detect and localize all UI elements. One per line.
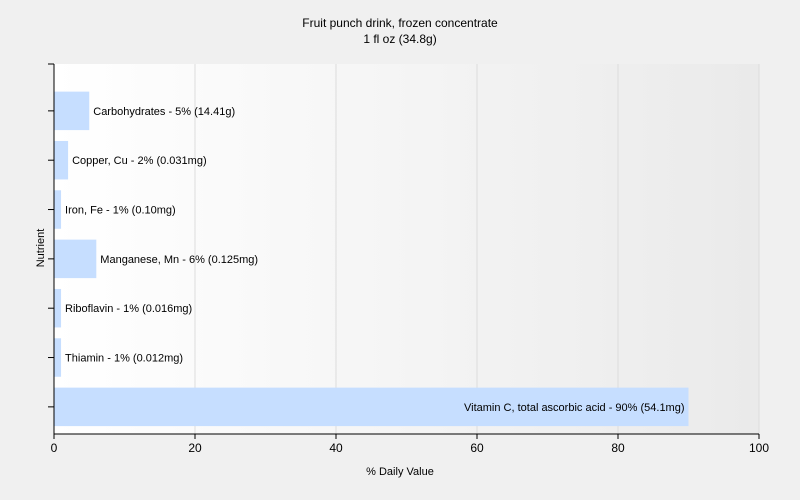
x-tick-label: 0 <box>51 441 58 455</box>
x-tick-label: 80 <box>611 441 625 455</box>
bar <box>54 239 97 279</box>
plot-background <box>54 64 759 434</box>
bar-label: Carbohydrates - 5% (14.41g) <box>93 106 235 118</box>
chart-subtitle: 1 fl oz (34.8g) <box>363 32 437 46</box>
bar <box>54 190 62 229</box>
x-axis-label: % Daily Value <box>366 466 434 478</box>
chart-title: Fruit punch drink, frozen concentrate <box>302 16 498 30</box>
x-tick-label: 20 <box>188 441 202 455</box>
bar <box>54 338 62 377</box>
bar-label: Copper, Cu - 2% (0.031mg) <box>72 155 207 167</box>
bar-label: Thiamin - 1% (0.012mg) <box>65 353 183 365</box>
bar <box>54 91 90 131</box>
bar <box>54 387 689 427</box>
x-tick-label: 100 <box>749 441 769 455</box>
bar-label: Riboflavin - 1% (0.016mg) <box>65 303 192 315</box>
x-tick-label: 40 <box>329 441 343 455</box>
bar-label: Iron, Fe - 1% (0.10mg) <box>65 205 176 217</box>
bar <box>54 140 69 180</box>
bar-label: Manganese, Mn - 6% (0.125mg) <box>100 254 258 266</box>
bar <box>54 288 62 328</box>
x-tick-label: 60 <box>470 441 484 455</box>
bar-label: Vitamin C, total ascorbic acid - 90% (54… <box>464 402 685 414</box>
y-axis-label: Nutrient <box>35 228 47 268</box>
